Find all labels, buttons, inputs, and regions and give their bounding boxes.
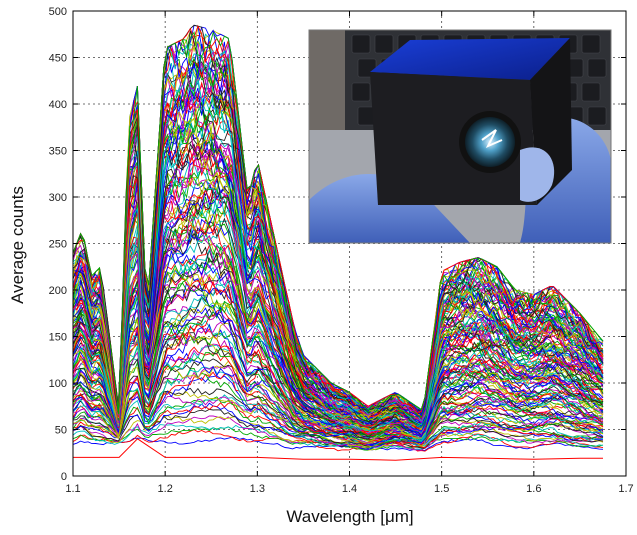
inset-photo [309,30,611,243]
y-tick-label: 500 [49,6,67,18]
y-tick-label: 250 [49,239,67,251]
y-tick-label: 150 [49,332,67,344]
spectrum-series-line [73,118,604,427]
x-tick-label: 1.4 [342,483,357,495]
spectrum-series-line [73,389,604,448]
spectrum-series-line [73,308,604,441]
spectrum-series-line [73,31,604,412]
spectrum-series-line [73,96,604,418]
inset-key [587,58,607,78]
y-tick-label: 450 [49,53,67,65]
inset-key [581,34,601,54]
spectrum-series-line [73,34,604,419]
dark-reference-line [73,438,603,461]
inset-cube-top-face [370,38,570,80]
x-tick-label: 1.7 [618,483,633,495]
y-tick-label: 300 [49,192,67,204]
y-tick-label: 400 [49,99,67,111]
inset-key [581,82,601,102]
x-tick-label: 1.1 [65,483,80,495]
x-axis-title: Wavelength [μm] [286,507,413,526]
y-tick-label: 0 [61,471,67,483]
inset-key [351,82,371,102]
x-tick-label: 1.2 [158,483,173,495]
inset-key [587,106,607,126]
inset-glove-bottom [309,173,470,243]
spectrum-series-line [73,429,604,452]
spectrum-series-line [73,209,604,430]
spectrum-series-line [73,358,604,444]
x-tick-label: 1.6 [526,483,541,495]
inset-key [351,34,371,54]
axis-ticks: 1.1 1.2 1.3 1.4 1.5 1.6 1.7 0 50 100 150 200 250 300 3… [49,6,634,495]
y-tick-label: 350 [49,146,67,158]
spectrum-series-line [73,59,604,417]
inset-frame [308,29,612,244]
y-tick-label: 200 [49,285,67,297]
dark-reference-series [73,438,603,461]
spectral-series [73,24,604,452]
inset-thumb [520,147,555,202]
inset-key [374,34,394,54]
inset-lens-reflection [481,129,503,148]
y-tick-label: 100 [49,378,67,390]
spectrum-series-line [73,387,604,446]
x-tick-label: 1.5 [434,483,449,495]
y-axis-title: Average counts [8,186,27,304]
spectrum-series-line [73,66,604,423]
y-tick-label: 50 [55,425,67,437]
x-tick-label: 1.3 [250,483,265,495]
